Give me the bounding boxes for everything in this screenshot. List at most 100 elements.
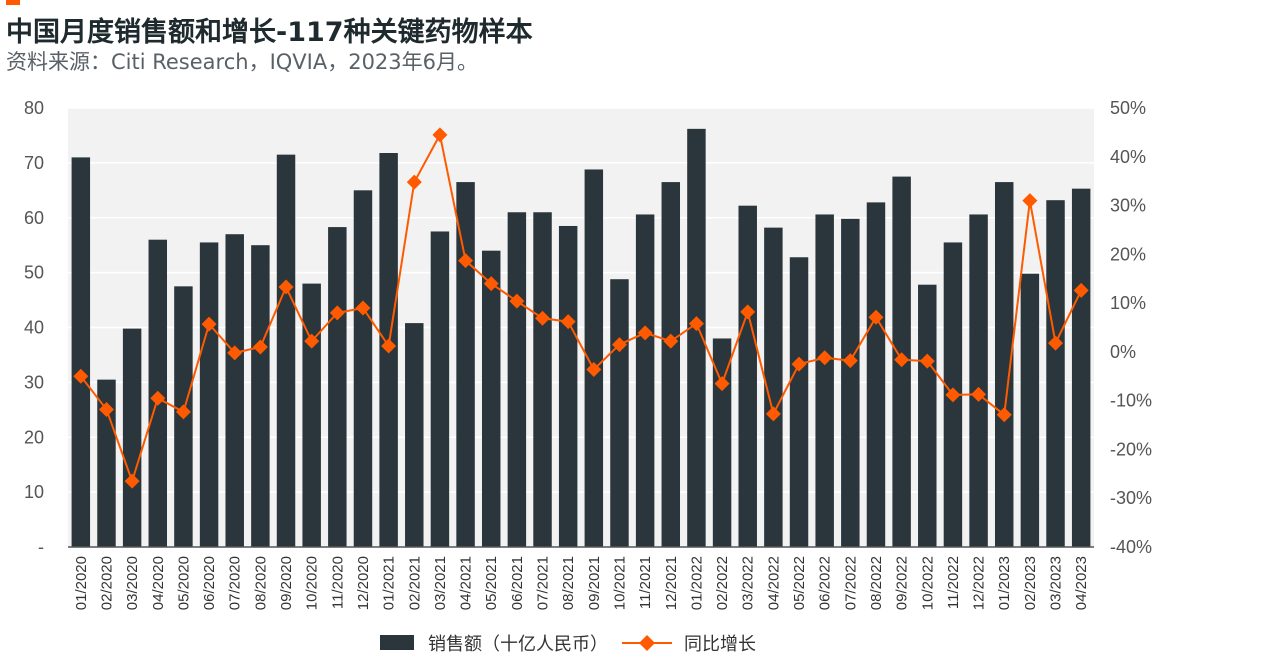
growth-point (817, 350, 833, 366)
bar (789, 257, 809, 547)
y-right-tick-label: 0% (1110, 342, 1136, 362)
x-tick-label: 11/2020 (329, 556, 346, 609)
bar (507, 212, 527, 547)
growth-point (252, 339, 268, 355)
y-left-tick-label: 70 (24, 153, 44, 173)
y-left-tick-label: 60 (24, 208, 44, 228)
x-tick-label: 04/2021 (458, 556, 475, 610)
bar (328, 227, 347, 548)
bar (712, 338, 732, 547)
legend-bar-swatch (380, 635, 414, 650)
y-left-tick-label: 80 (24, 98, 44, 118)
growth-point (1073, 282, 1089, 298)
growth-point (509, 293, 525, 309)
growth-point (611, 337, 627, 353)
bar (584, 169, 604, 547)
x-tick-label: 03/2020 (124, 556, 141, 610)
x-tick-label: 09/2021 (586, 556, 603, 610)
x-tick-label: 09/2020 (278, 556, 295, 610)
growth-point (971, 386, 987, 402)
bar (841, 218, 860, 547)
legend-label-growth: 同比增长 (684, 634, 756, 654)
growth-point (381, 338, 397, 354)
growth-point (1048, 335, 1064, 351)
growth-point (868, 309, 884, 325)
bar (1046, 200, 1065, 547)
y-left-tick-label: 50 (24, 263, 44, 283)
bar (302, 283, 321, 547)
growth-point (535, 310, 551, 326)
growth-point (637, 325, 653, 341)
x-tick-label: 12/2021 (663, 556, 680, 610)
growth-point (586, 361, 602, 377)
growth-point (740, 304, 756, 320)
legend-label-sales: 销售额（十亿人民币） (428, 634, 608, 654)
x-tick-label: 07/2021 (535, 556, 552, 610)
growth-point (458, 253, 474, 269)
legend-marker (639, 635, 655, 651)
y-left-tick-label: 40 (24, 318, 44, 338)
y-right-tick-label: 10% (1110, 293, 1146, 313)
y-left-tick-label: 20 (24, 427, 44, 447)
x-tick-label: 12/2022 (971, 556, 988, 610)
growth-point (432, 127, 448, 143)
x-tick-label: 01/2022 (688, 556, 705, 610)
bar (276, 154, 296, 548)
growth-point (919, 353, 935, 369)
x-tick-label: 12/2020 (355, 556, 372, 610)
x-tick-label: 01/2021 (381, 556, 398, 610)
growth-point (1022, 193, 1038, 209)
growth-point (124, 473, 140, 489)
x-tick-label: 08/2022 (868, 556, 885, 610)
x-tick-label: 10/2020 (304, 556, 321, 610)
x-tick-label: 11/2022 (945, 556, 962, 609)
bar (122, 328, 142, 547)
y-right-tick-label: -40% (1110, 537, 1152, 557)
growth-point (406, 174, 422, 190)
x-tick-label: 04/2020 (150, 556, 167, 610)
x-tick-label: 06/2022 (817, 556, 834, 610)
bar (456, 182, 475, 548)
bar (558, 225, 578, 547)
growth-line (80, 131, 1083, 485)
y-right-tick-label: 20% (1110, 244, 1146, 264)
y-right-tick-label: 30% (1110, 196, 1146, 216)
growth-point (714, 376, 730, 392)
growth-point (150, 390, 166, 406)
bar (610, 279, 629, 547)
x-tick-label: 04/2022 (765, 556, 782, 610)
x-tick-label: 02/2020 (98, 556, 115, 610)
growth-point (894, 352, 910, 368)
x-tick-label: 06/2021 (509, 556, 526, 610)
growth-point (329, 305, 345, 321)
bar (1020, 273, 1040, 547)
y-right-tick-label: -10% (1110, 391, 1152, 411)
y-left-tick-label: 10 (24, 482, 44, 502)
source-subtitle: 资料来源：Citi Research，IQVIA，2023年6月。 (6, 50, 479, 74)
growth-point (945, 387, 961, 403)
x-tick-label: 05/2022 (791, 556, 808, 610)
x-tick-label: 03/2023 (1048, 556, 1065, 610)
bar (71, 157, 91, 547)
x-tick-label: 10/2021 (611, 556, 628, 610)
x-tick-label: 01/2023 (996, 556, 1013, 610)
x-tick-label: 11/2021 (637, 556, 654, 609)
bar (481, 250, 501, 548)
y-right-tick-label: -20% (1110, 439, 1152, 459)
bar (251, 245, 270, 547)
growth-point (175, 404, 191, 420)
x-tick-label: 05/2021 (483, 556, 500, 610)
bar (764, 227, 783, 547)
bar (866, 202, 886, 547)
x-tick-label: 10/2022 (919, 556, 936, 610)
bar (199, 242, 219, 547)
x-tick-label: 02/2023 (1022, 556, 1039, 610)
growth-point (765, 406, 781, 422)
growth-point (996, 407, 1012, 423)
x-tick-label: 02/2021 (406, 556, 423, 610)
growth-point (304, 333, 320, 349)
page-title: 中国月度销售额和增长-117种关键药物样本 (6, 17, 533, 48)
y-right-tick-label: 40% (1110, 147, 1146, 167)
x-tick-label: 02/2022 (714, 556, 731, 610)
